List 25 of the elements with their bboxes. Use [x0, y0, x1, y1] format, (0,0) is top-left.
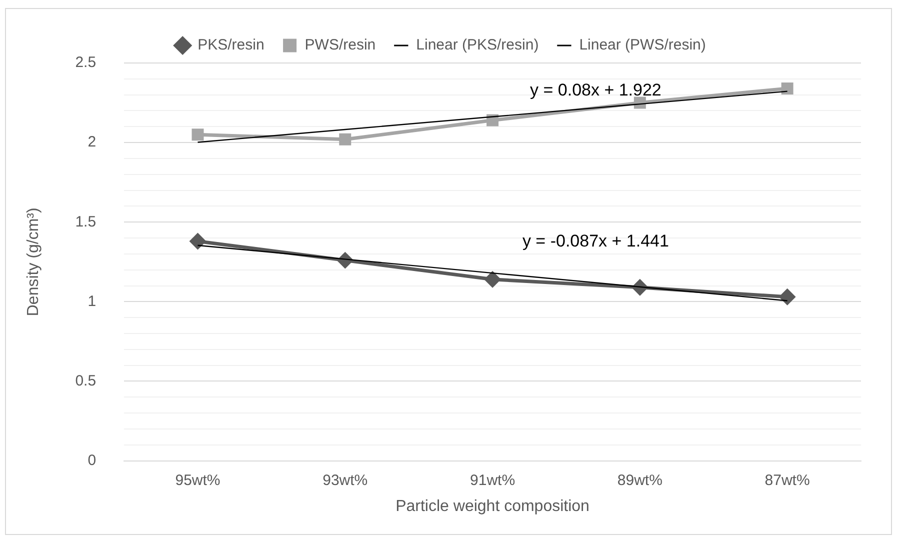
x-tick-label: 89wt%: [617, 472, 662, 489]
point: [484, 272, 500, 288]
annotation: y = -0.087x + 1.441: [522, 232, 669, 251]
y-tick-label: 0: [88, 452, 96, 469]
y-tick-label: 2.5: [75, 54, 96, 72]
legend-label: PWS/resin: [304, 36, 376, 54]
x-tick-label: 91wt%: [470, 472, 516, 489]
legend-label: Linear (PKS/resin): [416, 36, 539, 54]
point: [339, 133, 352, 146]
legend-label: PKS/resin: [198, 36, 264, 54]
point: [190, 233, 206, 249]
x-tick-label: 93wt%: [322, 472, 368, 489]
point: [781, 82, 794, 94]
y-tick-label: 1.5: [75, 213, 96, 230]
y-axis-title: Density (g/cm³): [25, 208, 42, 316]
x-axis-title: Particle weight composition: [396, 498, 590, 515]
x-tick-label: 95wt%: [175, 472, 220, 489]
y-tick-label: 0.5: [75, 372, 96, 390]
point: [780, 289, 796, 305]
x-tick-label: 87wt%: [764, 472, 810, 489]
y-tick-label: 2: [88, 134, 96, 151]
y-tick-label: 1: [88, 292, 96, 310]
legend-label: Linear (PWS/resin): [579, 36, 706, 54]
point: [192, 128, 204, 141]
annotation: y = 0.08x + 1.922: [530, 80, 662, 100]
